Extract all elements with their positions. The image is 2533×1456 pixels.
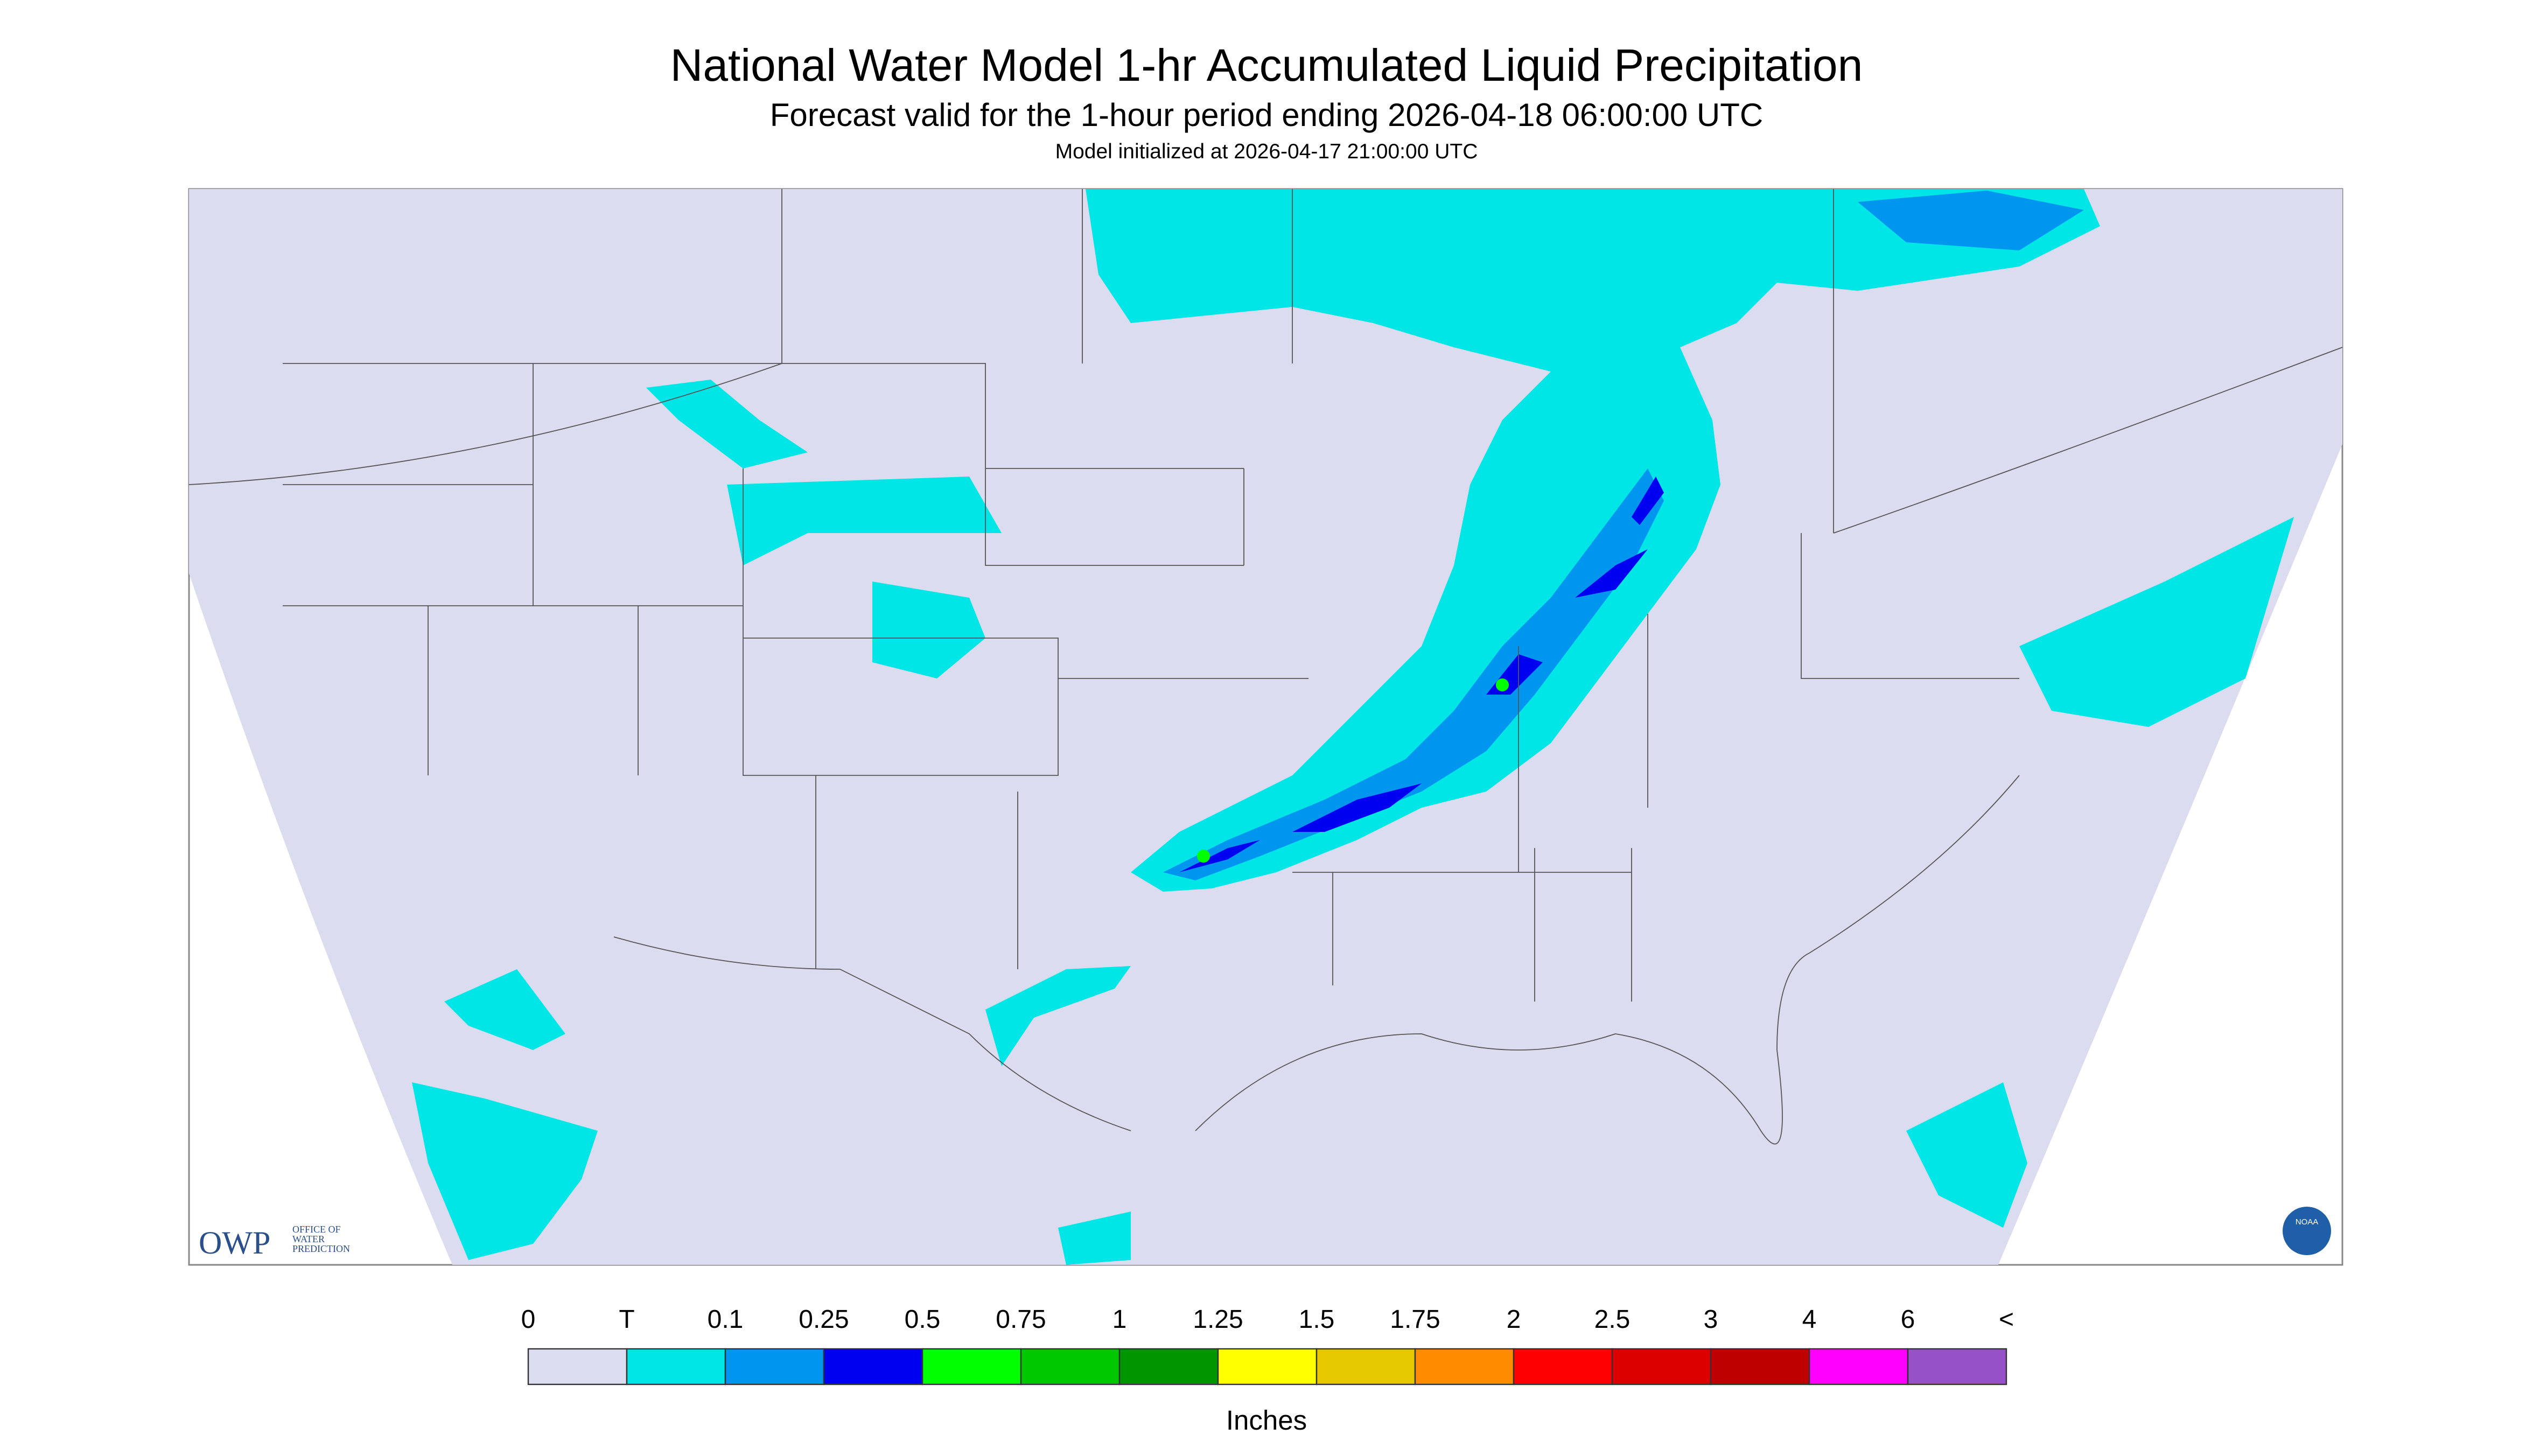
legend-label: 0.1 [708,1305,744,1334]
precip-trace [985,966,1131,1067]
domain [189,189,2342,1265]
precip-trace [1086,189,2100,892]
legend-label: 0.25 [799,1305,849,1334]
precip-heavy [1197,850,1210,863]
legend-swatch [1710,1348,1810,1385]
legend-swatch [724,1348,825,1385]
legend-swatch [1808,1348,1909,1385]
legend-label: < [1999,1305,2014,1334]
legend-swatch [1513,1348,1613,1385]
legend-swatch [1414,1348,1515,1385]
subtitle: Forecast valid for the 1-hour period end… [770,97,1763,133]
legend-label: 1.5 [1299,1305,1335,1334]
legend-swatch [1217,1348,1318,1385]
legend-label: T [619,1305,634,1334]
precip [412,189,2294,1265]
legend-swatch [1020,1348,1121,1385]
init-time: Model initialized at 2026-04-17 21:00:00… [1055,140,1478,163]
legend-swatch [1118,1348,1219,1385]
precip-heavy [1496,678,1509,692]
owp-logo: OWP [199,1225,270,1261]
legend-label: 2 [1507,1305,1521,1334]
precip-trace [646,380,1002,679]
boundaries [188,189,2343,1145]
legend-swatch [1611,1348,1712,1385]
owp-logo-text: PREDICTION [292,1243,350,1254]
title: National Water Model 1-hr Accumulated Li… [670,40,1863,90]
precip-light [1858,191,2084,251]
legend-label: 0.5 [905,1305,941,1334]
legend-label: 1.75 [1390,1305,1440,1334]
owp-logo-text: OFFICE OF [292,1224,341,1235]
owp-logo-text: WATER [292,1234,325,1244]
legend-swatch [1907,1348,2007,1385]
precip-trace [2019,517,2294,727]
legend-label: 2.5 [1594,1305,1631,1334]
legend-label: 4 [1802,1305,1817,1334]
legend-unit: Inches [1226,1405,1307,1436]
legend-label: 0 [521,1305,536,1334]
legend-label: 0.75 [996,1305,1046,1334]
legend-label: 1 [1112,1305,1127,1334]
legend-swatch [527,1348,628,1385]
noaa-logo-text: NOAA [2296,1217,2319,1227]
legend: 0 T 0.1 0.25 0.5 0.75 1 1.25 1.5 1.75 2 2.5 3 4 6 < [521,1305,2014,1385]
legend-label: 6 [1901,1305,1915,1334]
noaa-logo [2283,1207,2331,1256]
legend-swatch [1316,1348,1416,1385]
legend-swatch [921,1348,1022,1385]
legend-label: 3 [1704,1305,1718,1334]
legend-swatch [626,1348,726,1385]
legend-swatch [823,1348,923,1385]
legend-label: 1.25 [1193,1305,1243,1334]
